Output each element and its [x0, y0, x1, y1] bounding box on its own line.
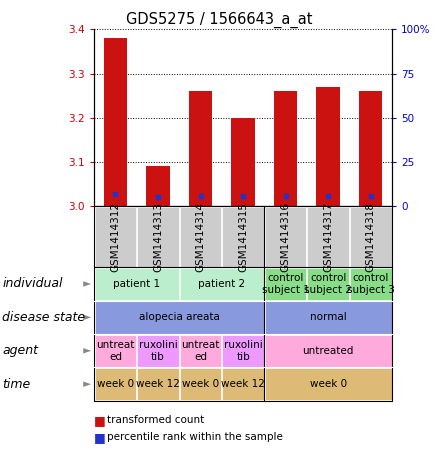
- Text: untreated: untreated: [303, 346, 354, 356]
- Bar: [189, 92, 212, 206]
- Text: GSM1414315: GSM1414315: [238, 202, 248, 272]
- Bar: [231, 118, 255, 206]
- Text: transformed count: transformed count: [107, 415, 205, 425]
- Text: GSM1414317: GSM1414317: [323, 202, 333, 272]
- Text: week 12: week 12: [221, 379, 265, 389]
- Text: individual: individual: [2, 278, 63, 290]
- Text: GSM1414314: GSM1414314: [195, 202, 205, 272]
- Bar: [317, 87, 340, 206]
- Text: week 0: week 0: [310, 379, 347, 389]
- Text: alopecia areata: alopecia areata: [139, 313, 220, 323]
- Text: patient 2: patient 2: [198, 279, 245, 289]
- Text: GSM1414318: GSM1414318: [366, 202, 376, 272]
- Bar: [359, 92, 382, 206]
- Text: week 12: week 12: [136, 379, 180, 389]
- Text: GSM1414312: GSM1414312: [110, 202, 120, 272]
- Text: agent: agent: [2, 344, 38, 357]
- Text: untreat
ed: untreat ed: [181, 340, 220, 361]
- Text: GSM1414313: GSM1414313: [153, 202, 163, 272]
- Text: GDS5275 / 1566643_a_at: GDS5275 / 1566643_a_at: [126, 11, 312, 28]
- Text: patient 1: patient 1: [113, 279, 160, 289]
- Text: ruxolini
tib: ruxolini tib: [224, 340, 262, 361]
- Text: ■: ■: [94, 431, 106, 443]
- Text: control
subject 1: control subject 1: [261, 273, 310, 295]
- Bar: [274, 92, 297, 206]
- Text: disease state: disease state: [2, 311, 85, 324]
- Text: control
subject 2: control subject 2: [304, 273, 352, 295]
- Text: untreat
ed: untreat ed: [96, 340, 134, 361]
- Text: week 0: week 0: [182, 379, 219, 389]
- Text: control
subject 3: control subject 3: [347, 273, 395, 295]
- Text: ruxolini
tib: ruxolini tib: [138, 340, 177, 361]
- Text: time: time: [2, 378, 30, 390]
- Text: GSM1414316: GSM1414316: [281, 202, 291, 272]
- Text: normal: normal: [310, 313, 346, 323]
- Text: week 0: week 0: [97, 379, 134, 389]
- Text: percentile rank within the sample: percentile rank within the sample: [107, 432, 283, 442]
- Bar: [104, 39, 127, 206]
- Bar: [146, 166, 170, 206]
- Text: ■: ■: [94, 414, 106, 427]
